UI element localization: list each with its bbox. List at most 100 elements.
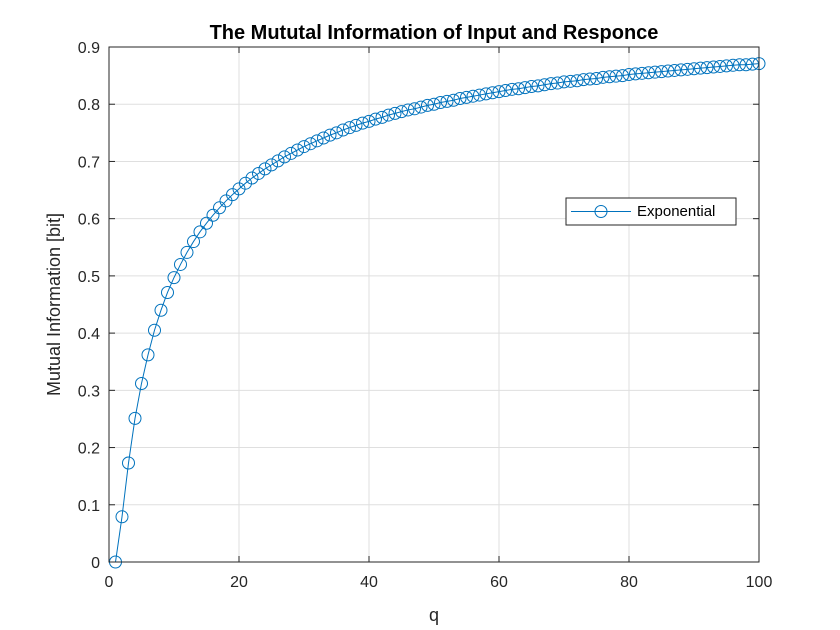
data-point-marker xyxy=(265,158,278,172)
x-tick-label: 80 xyxy=(620,574,638,591)
data-point-marker xyxy=(141,348,155,362)
data-point-marker xyxy=(538,78,551,92)
data-point-marker xyxy=(570,74,584,88)
data-point-marker xyxy=(330,126,343,140)
y-tick-label: 0.1 xyxy=(78,498,100,515)
data-point-marker xyxy=(590,71,603,85)
data-point-marker xyxy=(726,58,740,72)
data-point-marker xyxy=(635,66,649,80)
y-tick-label: 0.7 xyxy=(78,154,100,171)
series-line-exponential xyxy=(115,63,760,563)
data-point-marker xyxy=(401,103,415,117)
data-point-marker xyxy=(278,150,291,164)
data-point-marker xyxy=(596,70,610,84)
data-point-marker xyxy=(297,140,311,154)
data-point-marker xyxy=(161,285,174,299)
data-point-marker xyxy=(258,162,272,176)
data-point-marker xyxy=(323,128,337,142)
data-point-marker xyxy=(375,110,389,124)
x-axis-label: q xyxy=(429,605,439,625)
data-point-marker xyxy=(486,86,499,100)
data-point-marker xyxy=(284,146,298,160)
data-point-marker xyxy=(187,235,200,249)
data-point-marker xyxy=(213,201,226,215)
legend: Exponential xyxy=(565,197,737,226)
data-point-marker xyxy=(440,94,454,108)
data-point-marker xyxy=(577,73,590,87)
x-tick-label: 100 xyxy=(746,574,773,591)
data-point-marker xyxy=(174,257,187,271)
data-point-marker xyxy=(421,98,434,112)
y-tick-label: 0.5 xyxy=(78,269,100,286)
data-point-marker xyxy=(551,76,564,90)
data-point-marker xyxy=(544,77,558,91)
y-tick-label: 0.6 xyxy=(78,212,100,229)
data-point-marker xyxy=(343,121,356,135)
data-point-marker xyxy=(447,93,460,107)
data-point-marker xyxy=(310,134,324,148)
data-point-marker xyxy=(518,81,532,95)
data-point-marker xyxy=(564,74,577,88)
data-point-marker xyxy=(642,66,655,80)
y-tick-label: 0.2 xyxy=(78,441,100,458)
data-point-marker xyxy=(661,64,675,78)
data-point-marker xyxy=(525,79,538,93)
plot-area xyxy=(109,47,759,562)
data-point-marker xyxy=(681,62,694,76)
data-point-marker xyxy=(414,100,428,114)
chart-title: The Mututal Information of Input and Res… xyxy=(210,22,659,44)
data-point-marker xyxy=(206,208,220,222)
data-point-marker xyxy=(395,105,408,119)
data-point-marker xyxy=(603,70,616,84)
data-point-marker xyxy=(466,89,480,103)
data-point-marker xyxy=(733,58,746,72)
x-tick-label: 20 xyxy=(230,574,248,591)
data-point-marker xyxy=(304,137,317,151)
data-point-marker xyxy=(369,112,382,126)
data-point-marker xyxy=(512,82,525,96)
y-tick-label: 0.9 xyxy=(78,40,100,57)
data-point-marker xyxy=(115,510,129,524)
data-point-marker xyxy=(473,88,486,102)
series-layer xyxy=(109,57,766,569)
data-point-marker xyxy=(453,92,467,105)
data-point-marker xyxy=(674,63,688,77)
data-point-marker xyxy=(609,69,623,83)
y-axis-label: Mutual Information [bit] xyxy=(44,213,64,396)
data-point-marker xyxy=(557,75,571,89)
data-point-marker xyxy=(252,166,265,180)
data-point-marker xyxy=(388,106,402,120)
data-point-marker xyxy=(655,65,668,79)
data-point-marker xyxy=(317,131,330,145)
data-point-marker xyxy=(122,456,135,470)
data-point-marker xyxy=(356,116,369,130)
data-point-marker xyxy=(505,82,519,96)
legend-entry-exponential: Exponential xyxy=(637,203,715,220)
x-tick-label: 0 xyxy=(105,574,114,591)
data-point-marker xyxy=(148,323,161,337)
data-point-marker xyxy=(479,87,493,101)
y-tick-label: 0.3 xyxy=(78,383,100,400)
data-point-marker xyxy=(622,67,636,81)
data-point-marker xyxy=(336,123,350,137)
data-point-marker xyxy=(492,85,506,99)
data-point-marker xyxy=(193,225,207,239)
data-point-marker xyxy=(687,62,701,76)
data-point-marker xyxy=(408,102,421,116)
data-point-marker xyxy=(180,245,194,259)
data-point-marker xyxy=(739,58,753,72)
data-point-marker xyxy=(271,154,285,168)
data-point-marker xyxy=(707,60,720,74)
data-point-marker xyxy=(245,171,259,185)
data-point-marker xyxy=(460,90,473,104)
x-tick-label: 60 xyxy=(490,574,508,591)
data-point-marker xyxy=(720,59,733,73)
data-point-marker xyxy=(382,108,395,122)
data-point-marker xyxy=(616,69,629,83)
data-point-marker xyxy=(167,271,181,285)
data-point-marker xyxy=(668,63,681,77)
x-tick-label: 40 xyxy=(360,574,378,591)
tick-labels: 0 20 40 60 80 100 0 0.1 0.2 0.3 0.4 0.5 0.6 0.7 0.8 0.9 xyxy=(78,40,773,591)
data-point-marker xyxy=(629,67,642,81)
